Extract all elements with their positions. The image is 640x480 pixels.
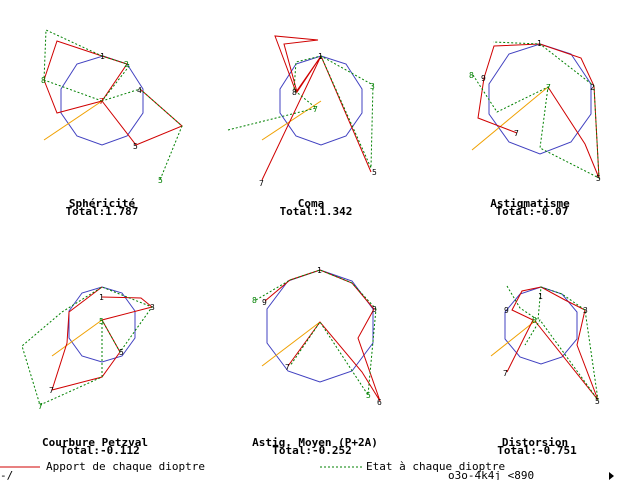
panel-total: Total:-0.252	[272, 444, 351, 457]
cursor-mark: -/_	[0, 469, 20, 480]
panel-sphericite: 1 2 4 5 5 7 8 Sphéricité Total:1.787	[41, 29, 183, 218]
panel-distorsion: 1 3 5 7 8 9 Distorsion Total:-0.751	[490, 285, 600, 457]
point-label-7: 7	[514, 129, 519, 138]
axis-ray	[51, 319, 103, 357]
panel-total: Total:-0.112	[60, 444, 139, 457]
point-label-3: 3	[150, 303, 155, 312]
panel-courbure-petzval: 1 3 5 5 7 7 Courbure Petzval Total:-0.11…	[21, 286, 155, 457]
cumulative-path	[506, 285, 599, 401]
point-label-7b: 7	[546, 83, 551, 92]
reference-polygon	[60, 55, 144, 146]
point-label-3: 3	[583, 306, 588, 315]
version-code: o3o-4k4j <890	[448, 469, 534, 480]
legend-cumulative-label: Etat à chaque dioptre	[366, 460, 505, 473]
point-label-1: 1	[317, 266, 322, 275]
contribution-path	[43, 40, 183, 146]
point-label-4: 4	[137, 86, 142, 95]
point-label-8: 8	[469, 71, 474, 80]
axis-ray	[261, 321, 321, 367]
point-label-5: 5	[372, 168, 377, 177]
point-label-5: 5	[596, 174, 601, 183]
point-label-5b: 5	[158, 176, 163, 185]
panel-total: Total:1.787	[66, 205, 139, 218]
axis-ray	[490, 320, 536, 357]
point-label-7: 7	[99, 97, 104, 106]
point-label-6: 6	[377, 398, 382, 407]
axis-ray	[43, 100, 103, 141]
axis-ray	[261, 100, 322, 141]
panel-astig-moyen: 1 3 5 6 7 8 9 Astig. Moyen (P+2A) Total:…	[252, 266, 382, 457]
point-label-7: 7	[49, 386, 54, 395]
point-label-8: 8	[532, 316, 537, 325]
panel-title: Distorsion	[502, 436, 568, 449]
point-label-5b: 5	[119, 348, 124, 357]
point-label-9: 9	[481, 74, 486, 83]
point-label-7b: 7	[313, 105, 318, 114]
point-label-5: 5	[133, 142, 138, 151]
point-label-1: 1	[537, 39, 542, 48]
panel-coma: 1 3 5 7 7 8 Coma Total:1.342	[227, 35, 377, 218]
panel-title: Courbure Petzval	[42, 436, 148, 449]
point-label-5: 5	[99, 317, 104, 326]
contribution-path	[261, 35, 372, 181]
point-label-1: 1	[538, 292, 543, 301]
contribution-path	[264, 269, 381, 402]
point-label-2: 2	[124, 60, 129, 69]
point-label-9: 9	[504, 306, 509, 315]
point-label-9: 9	[262, 298, 267, 307]
axis-ray	[471, 86, 549, 151]
cumulative-path	[43, 29, 183, 181]
reference-polygon	[488, 43, 592, 155]
point-label-3: 3	[372, 305, 377, 314]
panel-total: Total:1.342	[280, 205, 353, 218]
legend-contribution-label: Apport de chaque dioptre	[46, 460, 205, 473]
point-label-1: 1	[100, 52, 105, 61]
reference-polygon	[504, 286, 578, 365]
point-label-2: 2	[590, 83, 595, 92]
cumulative-path	[21, 286, 153, 406]
point-label-7: 7	[503, 369, 508, 378]
point-label-7: 7	[285, 363, 290, 372]
next-arrow-icon[interactable]	[609, 472, 614, 480]
point-label-1: 1	[318, 52, 323, 61]
reference-polygon	[266, 269, 374, 383]
panel-title: Astig. Moyen (P+2A)	[252, 436, 378, 449]
point-label-5: 5	[595, 397, 600, 406]
panel-total: Total:-0.751	[497, 444, 577, 457]
contribution-path	[51, 286, 154, 391]
point-label-1: 1	[99, 293, 104, 302]
point-label-7b: 7	[38, 402, 43, 411]
point-label-8: 8	[41, 76, 46, 85]
contribution-path	[506, 286, 599, 401]
panel-total: Total:-0.07	[496, 205, 569, 218]
reference-polygon	[279, 55, 363, 146]
point-label-8: 8	[292, 88, 297, 97]
point-label-5: 5	[366, 391, 371, 400]
point-label-3: 3	[370, 82, 375, 91]
cumulative-path	[472, 41, 600, 179]
panel-title: Coma	[298, 197, 325, 210]
panel-title: Sphéricité	[69, 197, 136, 210]
panel-title: Astigmatisme	[490, 197, 570, 210]
panel-astigmatisme: 1 2 5 7 7 8 9 Astigmatisme Total:-0.07	[469, 39, 601, 218]
cumulative-path	[227, 55, 374, 169]
contribution-path	[477, 43, 600, 179]
point-label-7: 7	[259, 179, 264, 188]
cumulative-path	[255, 269, 377, 397]
point-label-8: 8	[252, 296, 257, 305]
legend: Apport de chaque dioptre Etat à chaque d…	[0, 460, 614, 480]
